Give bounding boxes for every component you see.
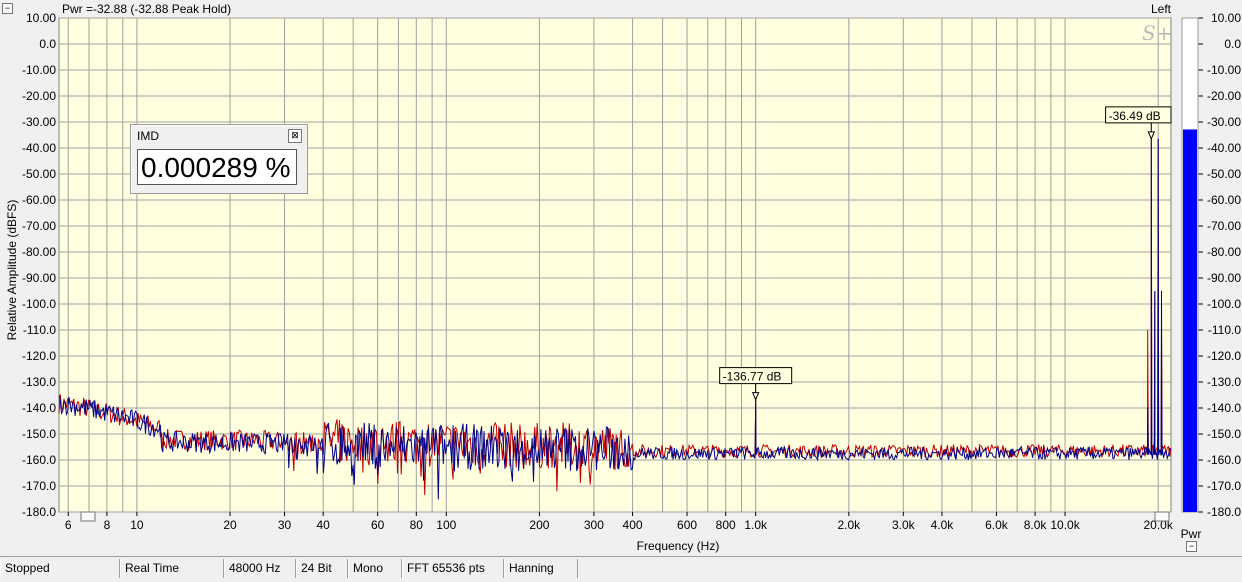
collapse-bottom-button[interactable]: − bbox=[1186, 541, 1197, 552]
y-tick-label: 0.0 bbox=[39, 37, 56, 51]
y-tick-label: -50.00 bbox=[22, 167, 56, 181]
y-tick-label-right: -90.00 bbox=[1207, 271, 1241, 285]
y-tick-label-right: -180.0 bbox=[1207, 505, 1241, 519]
y-tick-label: -100.0 bbox=[22, 297, 56, 311]
x-tick-label: 100 bbox=[436, 518, 456, 532]
status-bit-depth: 24 Bit bbox=[296, 559, 348, 578]
y-tick-label: -160.0 bbox=[22, 453, 56, 467]
x-tick-label: 10 bbox=[130, 518, 144, 532]
y-tick-label: -140.0 bbox=[22, 401, 56, 415]
y-tick-label: -170.0 bbox=[22, 479, 56, 493]
annotation-label: -36.49 dB bbox=[1109, 109, 1161, 123]
y-tick-label-right: -110.0 bbox=[1208, 323, 1241, 337]
x-tick-label: 1.0k bbox=[744, 518, 768, 532]
x-tick-label: 30 bbox=[278, 518, 292, 532]
status-window: Hanning bbox=[504, 559, 578, 578]
status-sample-rate: 48000 Hz bbox=[224, 559, 296, 578]
y-tick-label-right: -140.0 bbox=[1207, 401, 1241, 415]
x-tick-label: 2.0k bbox=[837, 518, 861, 532]
series-line-1 bbox=[58, 138, 1172, 500]
power-readout: Pwr =-32.88 (-32.88 Peak Hold) bbox=[62, 2, 231, 16]
plot-area bbox=[58, 17, 1172, 513]
y-tick-label-right: -40.00 bbox=[1207, 141, 1241, 155]
y-tick-label-right: -80.00 bbox=[1207, 245, 1241, 259]
y-tick-label: -130.0 bbox=[22, 375, 56, 389]
status-fft-size: FFT 65536 pts bbox=[402, 559, 504, 578]
y-tick-label: -40.00 bbox=[22, 141, 56, 155]
y-tick-label-right: -10.00 bbox=[1207, 63, 1241, 77]
imd-value: 0.000289 % bbox=[137, 149, 297, 185]
y-tick-label-right: -30.00 bbox=[1207, 115, 1241, 129]
y-tick-label: -10.00 bbox=[22, 63, 56, 77]
y-tick-label: -60.00 bbox=[22, 193, 56, 207]
y-tick-label-right: -170.0 bbox=[1207, 479, 1241, 493]
x-tick-label: 8.0k bbox=[1024, 518, 1048, 532]
meter-bar bbox=[1183, 129, 1197, 512]
x-tick-label: 4.0k bbox=[931, 518, 955, 532]
status-bar: Stopped Real Time 48000 Hz 24 Bit Mono F… bbox=[0, 556, 1242, 582]
collapse-top-button[interactable]: − bbox=[2, 3, 13, 14]
y-tick-label: -180.0 bbox=[22, 505, 56, 519]
y-tick-label-right: -20.00 bbox=[1207, 89, 1241, 103]
y-tick-label-right: -100.0 bbox=[1207, 297, 1241, 311]
x-tick-label: 40 bbox=[316, 518, 330, 532]
scroll-left-button[interactable] bbox=[80, 511, 96, 522]
y-tick-label: -120.0 bbox=[22, 349, 56, 363]
y-tick-label: -70.00 bbox=[22, 219, 56, 233]
status-state: Stopped bbox=[0, 559, 120, 578]
imd-panel[interactable]: IMD ⊠ 0.000289 % bbox=[130, 124, 308, 194]
x-tick-label: 6 bbox=[65, 518, 72, 532]
status-mode: Real Time bbox=[120, 559, 224, 578]
x-tick-label: 600 bbox=[677, 518, 697, 532]
imd-title: IMD bbox=[137, 129, 159, 143]
y-tick-label-right: -160.0 bbox=[1207, 453, 1241, 467]
x-tick-label: 20 bbox=[223, 518, 237, 532]
y-axis-label: Relative Amplitude (dBFS) bbox=[5, 200, 19, 341]
channel-label: Left bbox=[1151, 2, 1172, 16]
spectrum-chart: Pwr =-32.88 (-32.88 Peak Hold) Left Rela… bbox=[5, 2, 1242, 553]
annotation-label: -136.77 dB bbox=[723, 370, 782, 384]
y-tick-label: -90.00 bbox=[22, 271, 56, 285]
x-tick-label: 400 bbox=[623, 518, 643, 532]
y-tick-label-right: -150.0 bbox=[1207, 427, 1241, 441]
annotation-box bbox=[1105, 106, 1172, 124]
y-tick-label-right: -130.0 bbox=[1207, 375, 1241, 389]
y-tick-label: -110.0 bbox=[23, 323, 56, 337]
watermark: S+ bbox=[1142, 21, 1172, 45]
y-tick-label-right: -70.00 bbox=[1207, 219, 1241, 233]
y-tick-label: 10.00 bbox=[26, 11, 56, 25]
x-tick-label: 3.0k bbox=[892, 518, 916, 532]
y-tick-label-right: -60.00 bbox=[1207, 193, 1241, 207]
x-tick-label: 80 bbox=[410, 518, 424, 532]
y-tick-label-right: -50.00 bbox=[1207, 167, 1241, 181]
scroll-right-button[interactable] bbox=[1154, 511, 1170, 522]
y-tick-label-right: -120.0 bbox=[1207, 349, 1241, 363]
grid bbox=[59, 17, 1171, 513]
x-tick-label: 6.0k bbox=[985, 518, 1009, 532]
x-tick-label: 200 bbox=[529, 518, 549, 532]
y-tick-label: -150.0 bbox=[22, 427, 56, 441]
x-tick-label: 10.0k bbox=[1050, 518, 1080, 532]
status-channels: Mono bbox=[348, 559, 402, 578]
x-tick-label: 800 bbox=[716, 518, 736, 532]
x-tick-label: 8 bbox=[104, 518, 111, 532]
annotation-arrow bbox=[1147, 131, 1156, 141]
annotation-arrow bbox=[751, 392, 760, 401]
y-tick-label: -20.00 bbox=[22, 89, 56, 103]
x-axis-label: Frequency (Hz) bbox=[637, 539, 720, 553]
close-icon[interactable]: ⊠ bbox=[288, 129, 302, 143]
y-tick-label: -80.00 bbox=[22, 245, 56, 259]
meter-label: Pwr bbox=[1181, 527, 1202, 541]
x-tick-label: 300 bbox=[584, 518, 604, 532]
y-tick-label-right: 0.0 bbox=[1224, 37, 1241, 51]
y-tick-label: -30.00 bbox=[22, 115, 56, 129]
x-tick-label: 60 bbox=[371, 518, 385, 532]
y-tick-label-right: 10.00 bbox=[1211, 11, 1241, 25]
